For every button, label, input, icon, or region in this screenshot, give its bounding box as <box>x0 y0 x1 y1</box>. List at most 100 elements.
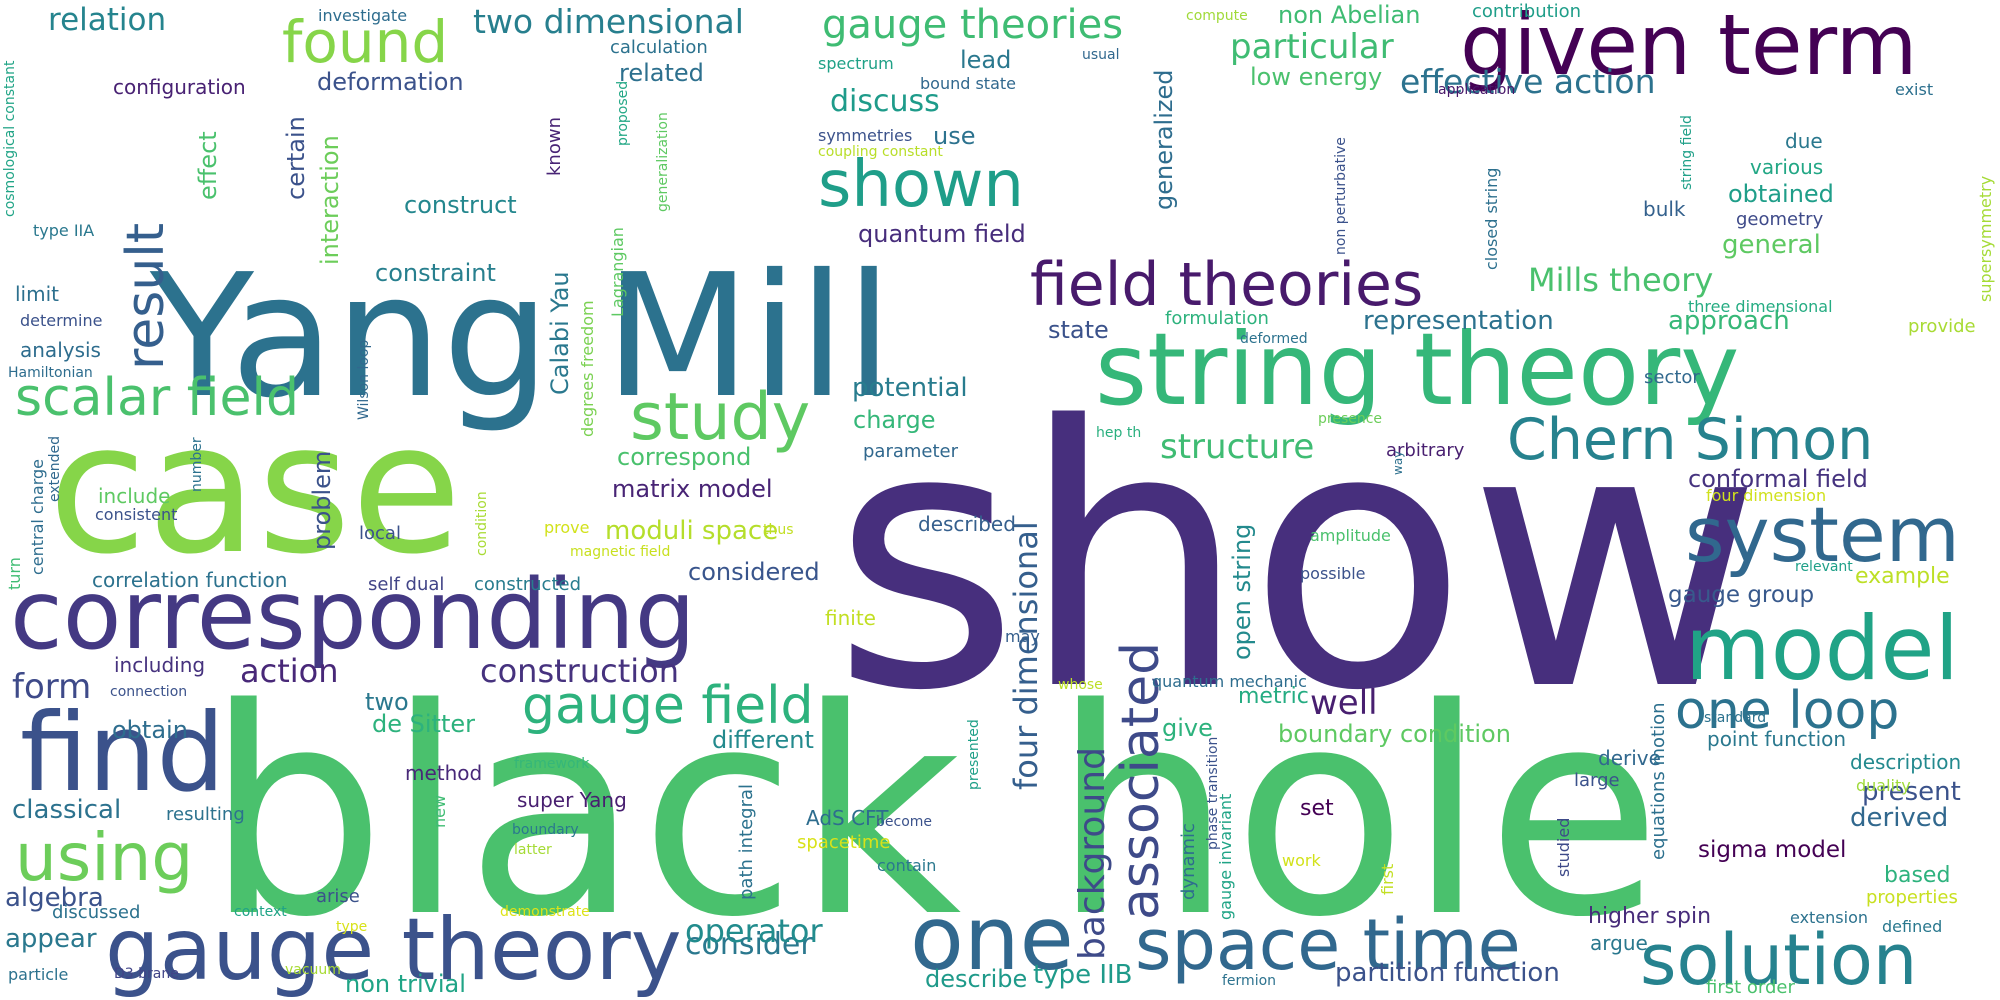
word: contribution <box>1472 1 1582 22</box>
word: effect <box>194 131 222 200</box>
word: construction <box>480 652 679 690</box>
word: Chern Simon <box>1507 407 1874 473</box>
word: de Sitter <box>372 710 475 738</box>
word: including <box>114 653 206 677</box>
word: shown <box>818 148 1024 222</box>
word: relevant <box>1795 559 1853 575</box>
word: matrix model <box>612 475 773 503</box>
word: gauge group <box>1668 582 1815 608</box>
word: partition function <box>1335 958 1560 988</box>
word: sigma model <box>1698 837 1847 863</box>
word: analysis <box>20 338 101 362</box>
word: whose <box>1058 677 1103 693</box>
word: gauge theories <box>822 2 1124 48</box>
word: context <box>234 904 287 920</box>
word: standard <box>1704 710 1767 726</box>
word: Mills theory <box>1528 261 1714 299</box>
word: metric <box>1238 684 1309 709</box>
word: extended <box>47 435 63 502</box>
word: symmetries <box>818 126 913 145</box>
word: vacuum <box>285 962 341 978</box>
word: type IIB <box>1033 960 1133 990</box>
word: configuration <box>113 75 246 99</box>
word: representation <box>1363 306 1554 336</box>
word: fermion <box>1222 973 1277 989</box>
word: scalar field <box>15 368 299 428</box>
word: Hamiltonian <box>8 365 93 381</box>
word: corresponding <box>10 559 696 671</box>
word: one <box>910 887 1074 990</box>
word: studied <box>1554 817 1573 877</box>
word: system <box>1685 490 1960 579</box>
word: consider <box>685 927 813 962</box>
word: coupling constant <box>818 144 943 160</box>
word: self dual <box>368 574 445 595</box>
word: large <box>1574 770 1620 791</box>
word: construct <box>404 191 517 219</box>
word: extension <box>1790 908 1868 927</box>
word: based <box>1884 863 1951 888</box>
word: classical <box>12 795 122 825</box>
word: general <box>1722 230 1821 260</box>
word: framework <box>514 756 590 772</box>
word: properties <box>1866 887 1958 908</box>
word: result <box>116 222 176 370</box>
word: prove <box>544 518 590 537</box>
word: four dimension <box>1706 486 1827 505</box>
word: thus <box>763 522 794 538</box>
word: type <box>336 919 368 935</box>
word: relation <box>48 2 167 38</box>
word: Yang Mill <box>150 238 893 436</box>
word: deformed <box>1240 331 1308 347</box>
word: three dimensional <box>1688 297 1833 316</box>
word: charge <box>853 406 936 434</box>
word: study <box>630 380 811 455</box>
word: use <box>933 122 976 150</box>
word: arbitrary <box>1386 440 1465 461</box>
word: boundary <box>512 822 579 838</box>
word: defined <box>1882 917 1943 936</box>
word: action <box>240 652 339 690</box>
word: structure <box>1160 427 1315 467</box>
word: field theories <box>1030 250 1424 320</box>
word: duality <box>1856 776 1911 795</box>
word: obtained <box>1728 180 1834 208</box>
word: found <box>282 8 449 76</box>
word: particle <box>8 965 69 984</box>
word: form <box>12 667 92 707</box>
word: interaction <box>316 135 344 265</box>
word: new <box>430 794 449 828</box>
word: four dimensional <box>1007 521 1045 790</box>
word: connection <box>110 684 188 700</box>
word: formulation <box>1165 308 1269 329</box>
word: black hole <box>205 648 1662 980</box>
word: sector <box>1644 367 1700 388</box>
word: condition <box>474 491 490 556</box>
word: AdS CFT <box>806 806 889 830</box>
word: two dimensional <box>473 2 744 41</box>
word: show <box>832 350 1763 769</box>
word: calculation <box>610 37 708 58</box>
word: parameter <box>863 441 959 462</box>
word: method <box>405 761 483 785</box>
word: provide <box>1908 316 1976 337</box>
word: consistent <box>95 505 178 524</box>
word: non perturbative <box>1333 137 1349 255</box>
word: possible <box>1300 564 1366 583</box>
word: central charge <box>28 458 47 575</box>
word: first order <box>1706 977 1795 998</box>
word: two <box>365 688 409 716</box>
word: constructed <box>474 574 582 595</box>
word: spacetime <box>797 832 891 853</box>
word: investigate <box>318 6 408 25</box>
word: constraint <box>375 259 496 287</box>
word: equations motion <box>1648 702 1669 860</box>
word: argue <box>1590 931 1648 955</box>
word: gauge field <box>522 676 814 736</box>
word: amplitude <box>1310 526 1391 545</box>
word: conformal field <box>1688 465 1868 493</box>
word: number <box>189 437 205 492</box>
word: model <box>1685 597 1960 700</box>
word: presence <box>1318 411 1383 427</box>
word: different <box>712 726 814 754</box>
